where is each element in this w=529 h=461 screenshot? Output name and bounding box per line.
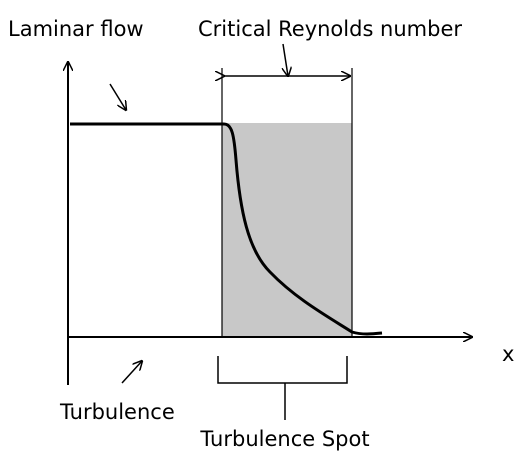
turbulence-pointer <box>121 361 142 384</box>
spot-label: Turbulence Spot <box>199 427 369 451</box>
critical-label: Critical Reynolds number <box>198 17 462 41</box>
turbulence-label: Turbulence <box>59 400 175 424</box>
spot-bracket <box>217 356 348 420</box>
profile-curve <box>70 122 383 336</box>
critical-pointer <box>283 43 288 76</box>
laminar-pointer <box>109 83 126 110</box>
laminar-label: Laminar flow <box>8 17 144 41</box>
spot-region <box>222 123 352 337</box>
x-axis-label: x <box>502 342 514 366</box>
